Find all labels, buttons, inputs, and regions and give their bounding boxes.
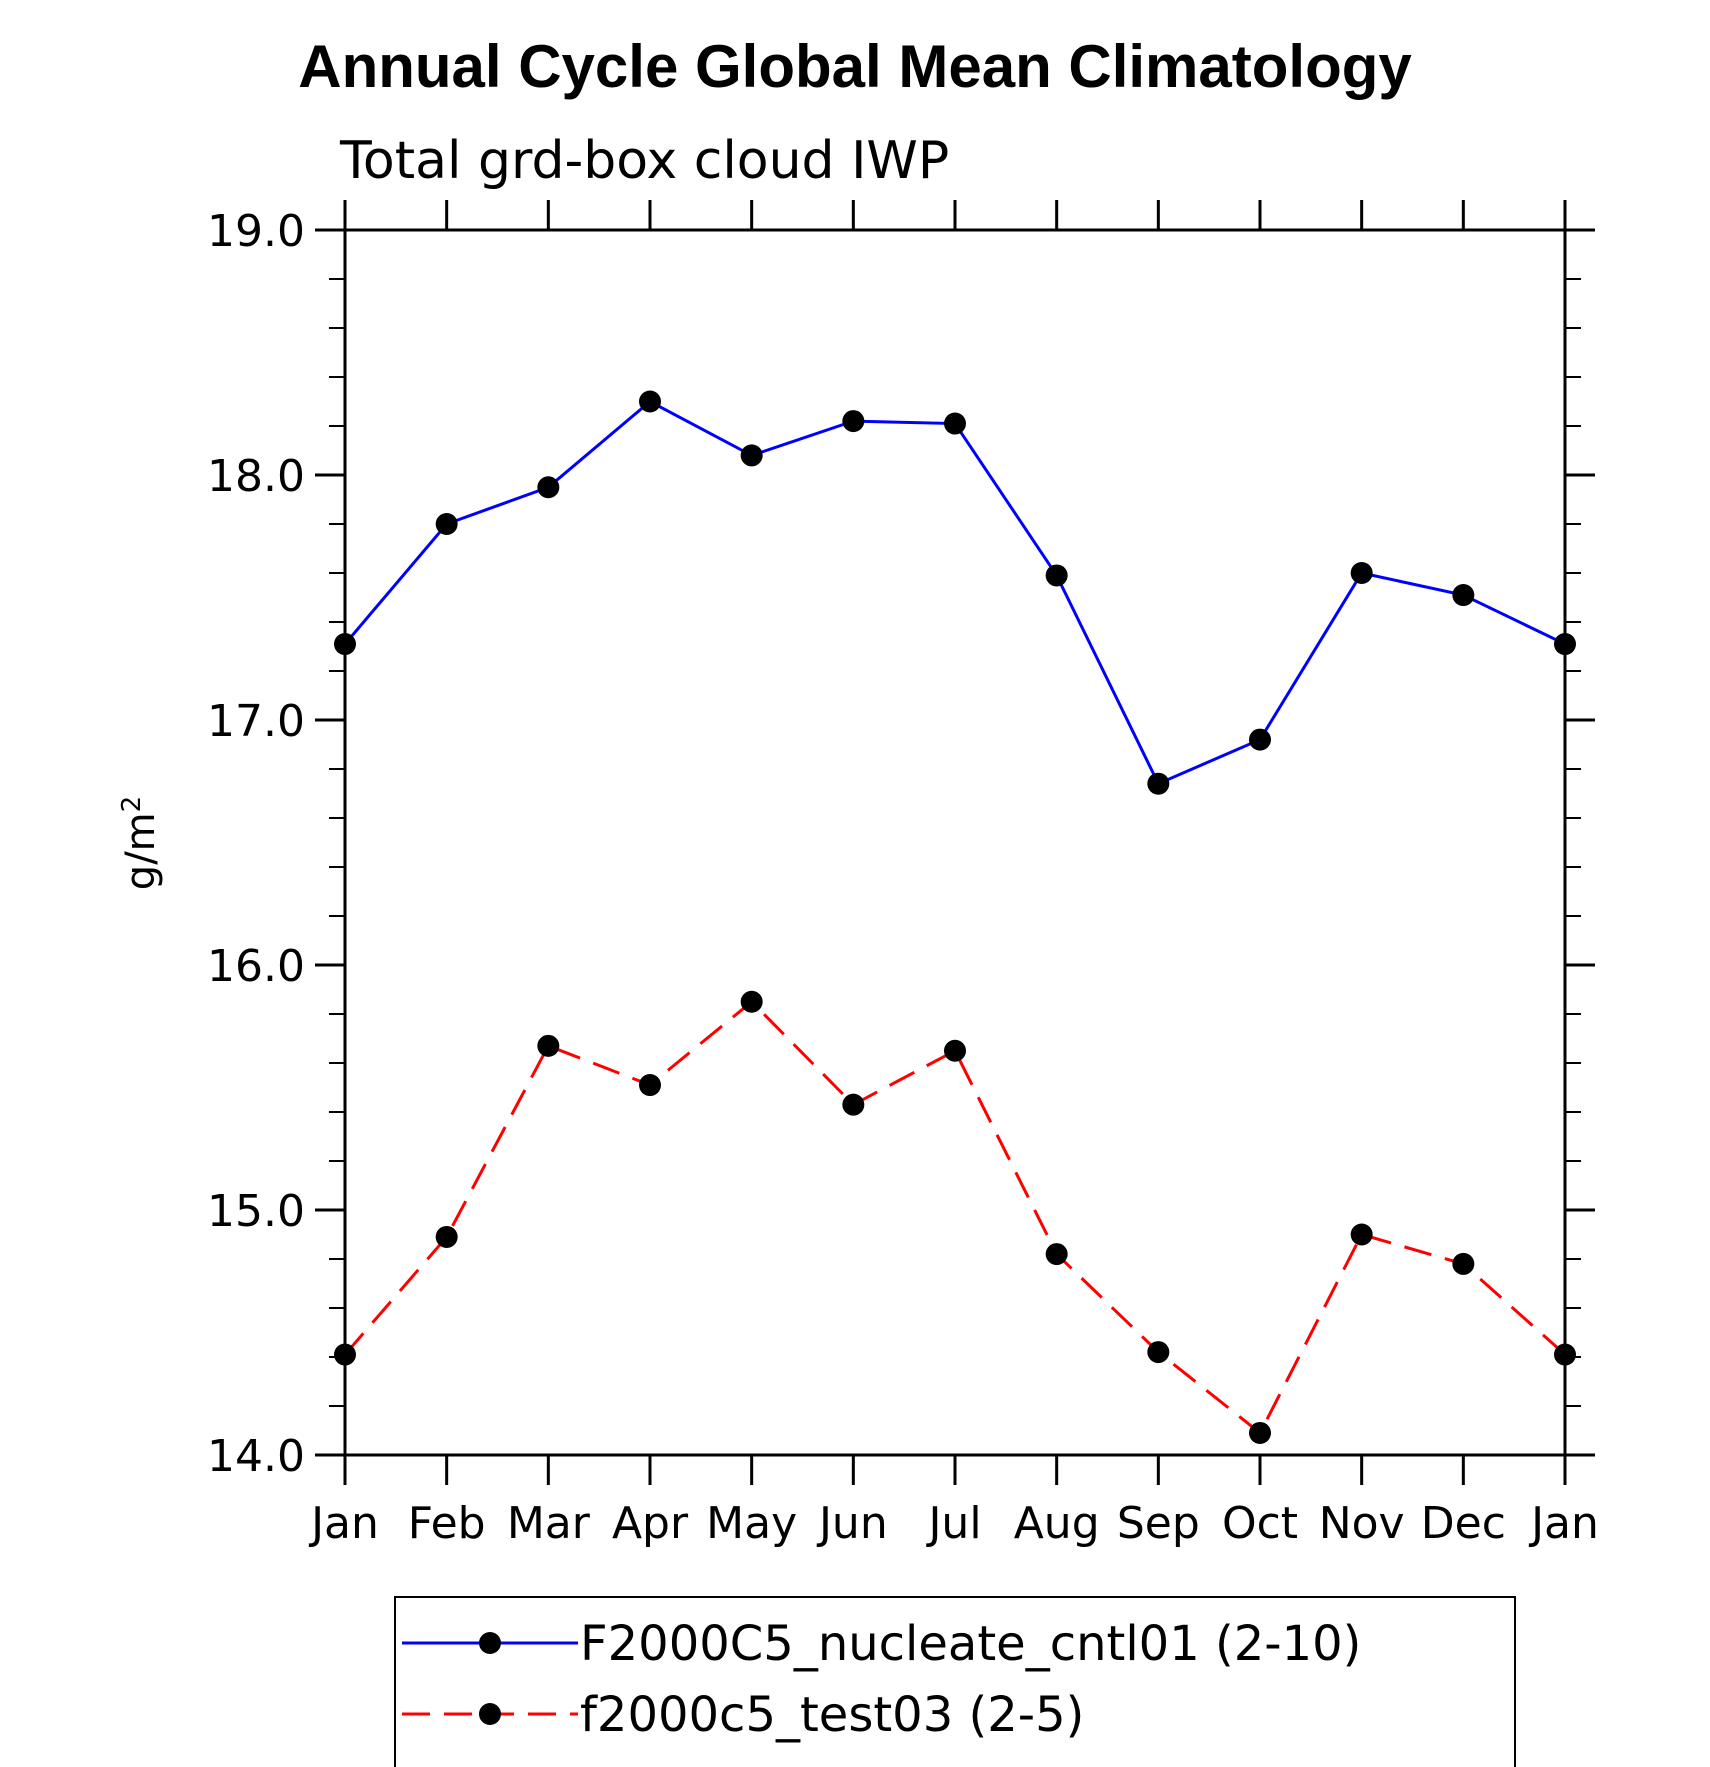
x-tick-label: Dec	[1421, 1498, 1506, 1549]
legend-marker-2	[479, 1703, 501, 1725]
series-2-point	[740, 990, 763, 1013]
series-1-point	[537, 476, 560, 499]
y-tick-label: 14.0	[207, 1431, 305, 1482]
series-2-point	[639, 1074, 661, 1097]
chart-title: Annual Cycle Global Mean Climatology	[298, 33, 1412, 100]
x-tick-label: Jan	[308, 1498, 379, 1549]
x-tick-label: Mar	[507, 1498, 591, 1549]
x-tick-label: Oct	[1222, 1498, 1298, 1549]
series-2-point	[842, 1093, 865, 1116]
series-1-point	[435, 513, 458, 535]
series-1-point	[1147, 772, 1170, 795]
x-tick-labels: Jan Feb Mar Apr May Jun Jul Aug Sep Oct Nov Dec Jan	[308, 1498, 1599, 1549]
legend-label-2: f2000c5_test03 (2-5)	[580, 1687, 1084, 1743]
x-tick-label: Nov	[1319, 1498, 1405, 1549]
series-2-point	[1249, 1421, 1271, 1444]
series-2-point	[1350, 1223, 1373, 1246]
legend-items: F2000C5_nucleate_cntl01 (2-10) f2000c5_te…	[402, 1616, 1361, 1743]
series-line-1	[343, 399, 1566, 786]
legend: F2000C5_nucleate_cntl01 (2-10) f2000c5_te…	[394, 1596, 1516, 1767]
series-2-point	[1045, 1243, 1068, 1266]
series-1-point	[740, 444, 763, 467]
x-tick-label: Jan	[1528, 1498, 1599, 1549]
series-1-point	[1350, 562, 1373, 584]
y-tick-label: 19.0	[207, 206, 305, 257]
series-line-2	[343, 999, 1566, 1436]
y-tick-label: 18.0	[207, 451, 305, 502]
legend-label-1: F2000C5_nucleate_cntl01 (2-10)	[580, 1616, 1361, 1672]
series-2-point	[1452, 1252, 1475, 1275]
series-1-point	[944, 412, 966, 435]
series-1-point	[842, 410, 865, 433]
series-2-point	[944, 1039, 966, 1062]
x-tick-label: Apr	[612, 1498, 689, 1549]
x-tick-label: May	[706, 1498, 797, 1549]
x-tick-label: Jun	[816, 1498, 888, 1549]
series-1-point	[1249, 728, 1271, 751]
y-tick-label: 17.0	[207, 696, 305, 747]
legend-box	[394, 1596, 1516, 1767]
y-axis-label: g/m2	[117, 796, 164, 890]
series-2-point	[537, 1034, 560, 1057]
series-1-point	[1452, 584, 1475, 607]
axis-ticks	[315, 200, 1595, 1485]
x-tick-label: Jul	[925, 1498, 981, 1549]
series-1-point	[1045, 564, 1068, 587]
series-2-point	[1554, 1343, 1576, 1366]
legend-marker-1	[479, 1632, 501, 1654]
y-tick-labels: 14.0 15.0 16.0 17.0 18.0 19.0	[207, 206, 305, 1482]
y-axis-label-superscript: 2	[117, 796, 147, 813]
y-tick-label: 16.0	[207, 941, 305, 992]
series-2-point	[334, 1343, 356, 1366]
series-2-point	[1147, 1341, 1170, 1364]
series-1-point	[639, 390, 661, 413]
y-axis-label-base: g/m	[118, 812, 164, 890]
x-tick-label: Aug	[1014, 1498, 1100, 1549]
series-1-point	[1554, 633, 1576, 656]
chart-subtitle: Total grd-box cloud IWP	[339, 131, 949, 191]
series-layer	[334, 390, 1576, 1444]
y-tick-label: 15.0	[207, 1186, 305, 1237]
x-tick-label: Sep	[1117, 1498, 1200, 1549]
x-tick-label: Feb	[408, 1498, 486, 1549]
series-1-point	[334, 633, 356, 656]
series-2-point	[435, 1225, 458, 1248]
